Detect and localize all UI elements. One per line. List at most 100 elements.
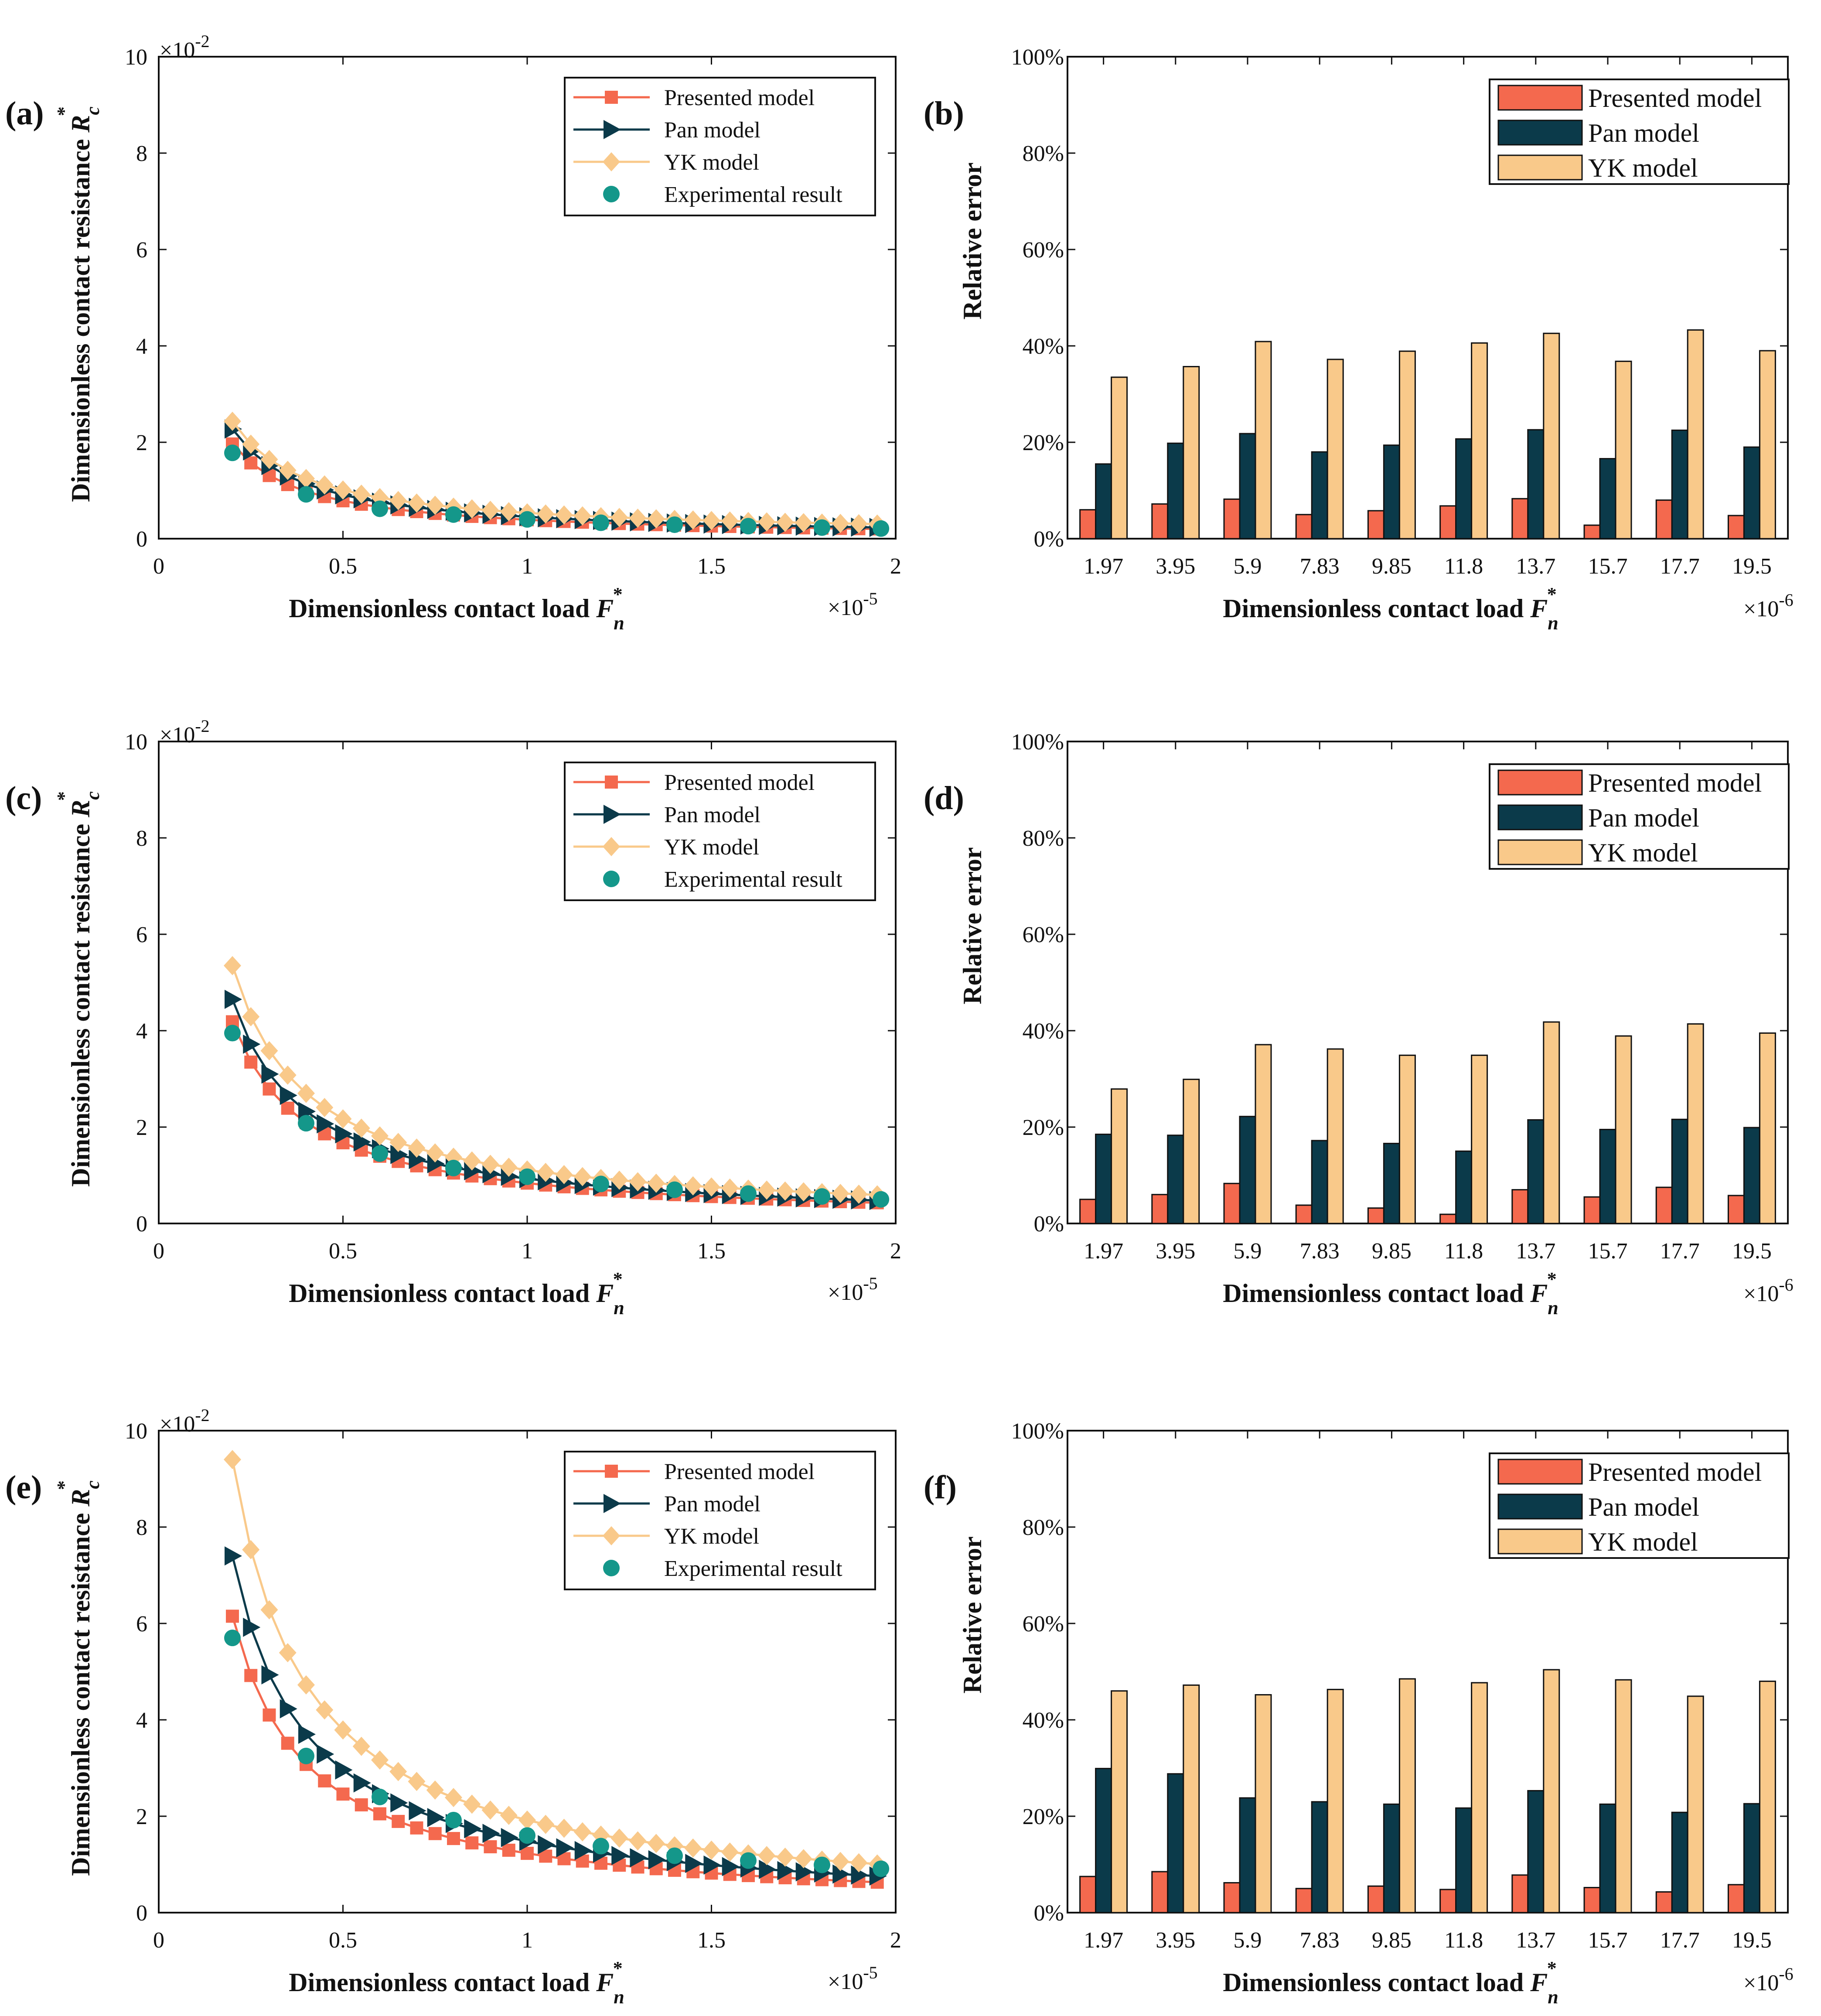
y-tick-label: 100% xyxy=(1011,45,1064,70)
bar-presented-model xyxy=(1727,1884,1745,1913)
data-point xyxy=(519,1827,535,1844)
data-point xyxy=(224,411,241,431)
data-point xyxy=(242,434,260,454)
y-tick-label: 6 xyxy=(136,923,147,947)
data-point xyxy=(795,1182,812,1202)
y-tick-label: 80% xyxy=(1023,826,1064,851)
legend-marker xyxy=(605,776,618,789)
data-point xyxy=(721,511,739,531)
data-point xyxy=(685,1854,703,1873)
legend-marker xyxy=(603,152,620,171)
bar-presented-model xyxy=(1727,515,1745,540)
x-tick-label: 7.83 xyxy=(1300,1239,1340,1264)
legend-marker xyxy=(603,186,620,202)
panel-label: (b) xyxy=(924,95,964,132)
data-point xyxy=(647,1834,665,1853)
data-point xyxy=(740,1185,757,1202)
data-point xyxy=(298,1747,314,1764)
data-point xyxy=(389,1762,407,1781)
data-point xyxy=(556,1838,574,1858)
y-axis-label: Dimensionless contact resistance Rc* xyxy=(53,106,103,502)
bar-presented-model xyxy=(1655,1891,1673,1913)
x-tick-label: 19.5 xyxy=(1732,1928,1772,1953)
bar-pan-model xyxy=(1311,1140,1328,1224)
bar-presented-model xyxy=(1151,1871,1169,1913)
data-point xyxy=(666,516,683,533)
data-point xyxy=(593,1838,609,1855)
data-point xyxy=(445,1159,462,1176)
legend: Presented model Pan model YK model Experime… xyxy=(564,77,876,216)
legend-label: Presented model xyxy=(1588,84,1762,113)
bar-pan-model xyxy=(1671,1118,1688,1224)
series-experimental-result xyxy=(224,1630,890,1877)
data-point xyxy=(463,499,481,519)
data-point xyxy=(352,1736,370,1756)
data-point xyxy=(427,1808,445,1827)
y-tick-label: 0% xyxy=(1034,527,1064,552)
bar-presented-model xyxy=(1223,1182,1241,1224)
data-point xyxy=(408,1772,426,1791)
data-point xyxy=(279,461,297,480)
bar-presented-model xyxy=(1583,524,1601,540)
data-point xyxy=(832,1864,850,1884)
series-line xyxy=(231,965,877,1196)
bar-pan-model xyxy=(1167,1773,1184,1913)
data-point xyxy=(873,520,890,537)
legend-label: Experimental result xyxy=(664,182,842,207)
data-point xyxy=(243,1617,261,1637)
x-tick-label: 1.97 xyxy=(1084,554,1123,579)
legend-swatch xyxy=(1497,769,1583,796)
data-point xyxy=(409,1801,426,1821)
data-point xyxy=(334,480,352,500)
x-tick-label: 5.9 xyxy=(1234,1239,1262,1264)
bar-pan-model xyxy=(1599,1129,1616,1224)
bar-yk-model xyxy=(1255,1694,1272,1913)
data-point xyxy=(500,1158,518,1177)
data-point xyxy=(555,1165,573,1184)
data-point xyxy=(851,1865,869,1885)
legend-marker xyxy=(605,1465,618,1478)
bar-yk-model xyxy=(1398,1054,1416,1224)
panel-label: (a) xyxy=(5,95,44,132)
data-point xyxy=(776,513,794,532)
series-experimental-result xyxy=(224,444,890,537)
data-point xyxy=(795,1862,813,1882)
bar-yk-model xyxy=(1759,1681,1776,1913)
data-point xyxy=(463,1151,481,1171)
bar-pan-model xyxy=(1167,442,1184,540)
bar-presented-model xyxy=(1223,1882,1241,1913)
bar-yk-model xyxy=(1183,1079,1200,1224)
data-point xyxy=(280,1086,297,1105)
data-point xyxy=(445,1788,462,1808)
data-point xyxy=(500,502,518,522)
legend-marker xyxy=(603,1560,620,1576)
data-point xyxy=(873,1191,890,1208)
x-tick-label: 9.85 xyxy=(1372,1928,1412,1953)
data-point xyxy=(409,1150,426,1169)
data-point xyxy=(500,1805,518,1825)
bar-yk-model xyxy=(1327,1048,1344,1224)
y-multiplier: ×10-2 xyxy=(160,1405,210,1437)
data-point xyxy=(242,1007,260,1026)
data-point xyxy=(392,1814,405,1828)
bar-presented-model xyxy=(1583,1887,1601,1913)
y-tick-label: 2 xyxy=(136,431,147,455)
bar-presented-model xyxy=(1079,1876,1097,1913)
data-point xyxy=(481,501,499,520)
x-tick-label: 1.97 xyxy=(1084,1239,1123,1264)
plot-frame xyxy=(1067,1430,1789,1913)
bar-presented-model xyxy=(1295,514,1313,540)
x-tick-label: 17.7 xyxy=(1660,1239,1700,1264)
bar-presented-model xyxy=(1439,1889,1457,1913)
legend-marker xyxy=(603,837,620,856)
data-point xyxy=(684,510,702,530)
bar-yk-model xyxy=(1687,1695,1704,1913)
bar-yk-model xyxy=(1471,1682,1488,1913)
data-point xyxy=(334,1720,352,1740)
y-tick-label: 0 xyxy=(136,1901,147,1926)
data-point xyxy=(850,1853,868,1872)
x-multiplier: ×10-6 xyxy=(1743,590,1794,622)
bar-pan-model xyxy=(1743,446,1760,540)
data-point xyxy=(298,1725,316,1744)
y-tick-label: 2 xyxy=(136,1804,147,1829)
